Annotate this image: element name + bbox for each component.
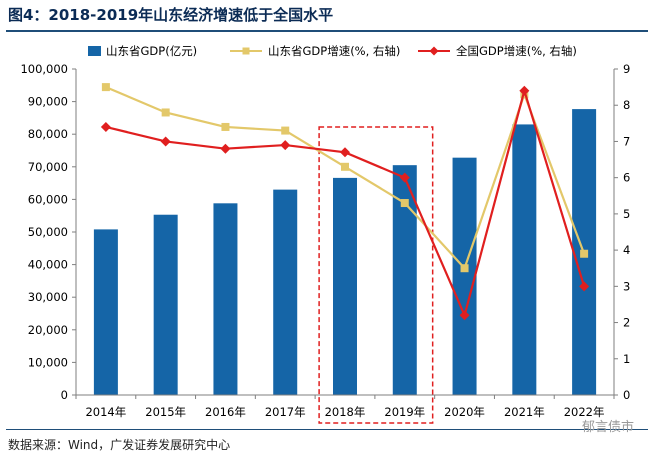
- legend-marker: [242, 47, 250, 55]
- x-tick-label: 2022年: [564, 405, 605, 419]
- left-tick-label: 70,000: [28, 160, 68, 174]
- right-tick-label: 7: [623, 134, 630, 148]
- axes: 0 10,000 20,000 30,000 40,000 50,000 60,000 70,…: [20, 62, 630, 419]
- data-point: [221, 122, 230, 131]
- line-series: [100, 83, 590, 321]
- bar-series: [93, 109, 597, 396]
- legend-label: 山东省GDP增速(%, 右轴): [268, 44, 400, 58]
- title-divider: [6, 30, 648, 32]
- footer-divider: [6, 429, 648, 430]
- x-tick-label: 2014年: [85, 405, 126, 419]
- left-tick-label: 0: [61, 388, 68, 402]
- highlight-group: [318, 126, 434, 424]
- right-tick-label: 0: [623, 388, 630, 402]
- legend-label: 山东省GDP(亿元): [106, 44, 197, 58]
- bar: [333, 177, 357, 395]
- data-point: [459, 310, 470, 321]
- source-note: 数据来源：Wind，广发证券发展研究中心: [8, 438, 231, 452]
- data-point: [341, 162, 349, 171]
- x-tick-label: 2015年: [145, 405, 186, 419]
- left-tick-label: 10,000: [28, 355, 68, 369]
- chart-title: 图4：2018-2019年山东经济增速低于全国水平: [8, 6, 334, 24]
- left-tick-label: 20,000: [28, 323, 68, 337]
- x-tick-label: 2016年: [205, 405, 246, 419]
- data-point: [101, 83, 110, 92]
- right-tick-label: 6: [623, 171, 630, 185]
- legend-label: 全国GDP增速(%, 右轴): [456, 44, 577, 58]
- left-tick-label: 30,000: [28, 290, 68, 304]
- bar: [273, 189, 298, 395]
- right-tick-label: 4: [623, 243, 630, 257]
- x-tick-label: 2018年: [325, 405, 366, 419]
- x-tick-label: 2017年: [265, 405, 306, 419]
- data-point: [399, 172, 410, 183]
- legend-marker: [429, 46, 439, 56]
- left-tick-label: 40,000: [28, 258, 68, 272]
- data-point: [161, 108, 170, 117]
- right-tick-label: 1: [623, 352, 630, 366]
- data-point: [160, 136, 171, 147]
- x-tick-label: 2021年: [504, 405, 545, 419]
- data-point: [400, 199, 409, 208]
- bar: [512, 124, 537, 396]
- bar: [93, 229, 118, 395]
- left-tick-label: 100,000: [20, 62, 68, 76]
- legend: 山东省GDP(亿元) 山东省GDP增速(%, 右轴) 全国GDP增速(%, 右轴): [88, 44, 577, 58]
- data-point: [340, 147, 350, 158]
- right-tick-label: 9: [623, 62, 630, 76]
- data-point: [580, 249, 589, 258]
- x-tick-label: 2019年: [384, 405, 425, 419]
- data-point: [280, 140, 291, 151]
- bar: [153, 214, 178, 395]
- data-point: [220, 143, 231, 154]
- legend-swatch-bar: [88, 46, 101, 56]
- x-tick-label: 2020年: [444, 405, 485, 419]
- bar: [452, 157, 477, 395]
- watermark: 郁言债市: [581, 420, 634, 435]
- data-point: [460, 264, 469, 273]
- right-tick-label: 5: [623, 207, 630, 221]
- data-point: [281, 126, 290, 135]
- left-tick-label: 80,000: [28, 127, 68, 141]
- highlight-box: [318, 126, 434, 424]
- right-tick-label: 8: [623, 98, 630, 112]
- left-tick-label: 50,000: [28, 225, 68, 239]
- data-point: [100, 121, 111, 132]
- right-tick-label: 3: [623, 279, 630, 293]
- bar: [213, 203, 238, 395]
- left-tick-label: 60,000: [28, 192, 68, 206]
- right-tick-label: 2: [623, 316, 630, 330]
- data-point: [579, 281, 590, 292]
- left-tick-label: 90,000: [28, 95, 68, 109]
- data-point: [519, 85, 530, 96]
